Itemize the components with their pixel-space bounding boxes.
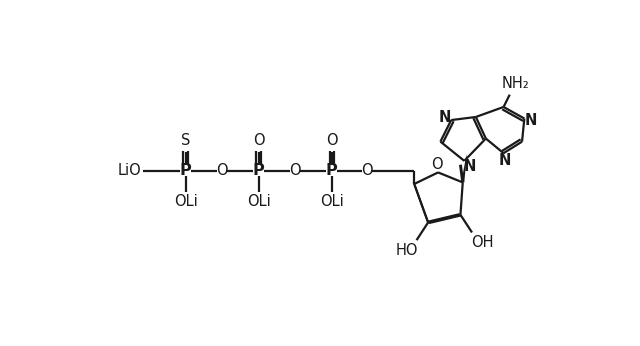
Text: P: P	[253, 163, 264, 179]
Text: O: O	[216, 163, 228, 179]
Text: O: O	[253, 133, 264, 148]
Text: N: N	[439, 110, 451, 125]
Text: OLi: OLi	[320, 194, 344, 209]
Text: N: N	[463, 159, 476, 174]
Polygon shape	[461, 154, 467, 182]
Text: S: S	[181, 133, 190, 148]
Polygon shape	[427, 213, 462, 224]
Text: P: P	[326, 163, 338, 179]
Text: P: P	[180, 163, 191, 179]
Text: O: O	[431, 157, 442, 172]
Text: OLi: OLi	[173, 194, 197, 209]
Text: OH: OH	[471, 235, 493, 250]
Text: NH₂: NH₂	[501, 76, 529, 91]
Polygon shape	[413, 182, 429, 224]
Text: O: O	[326, 133, 338, 148]
Text: N: N	[499, 153, 511, 169]
Text: OLi: OLi	[247, 194, 271, 209]
Text: LiO: LiO	[118, 163, 141, 179]
Text: HO: HO	[396, 243, 418, 258]
Text: O: O	[361, 163, 372, 179]
Text: N: N	[525, 113, 538, 128]
Text: O: O	[289, 163, 301, 179]
